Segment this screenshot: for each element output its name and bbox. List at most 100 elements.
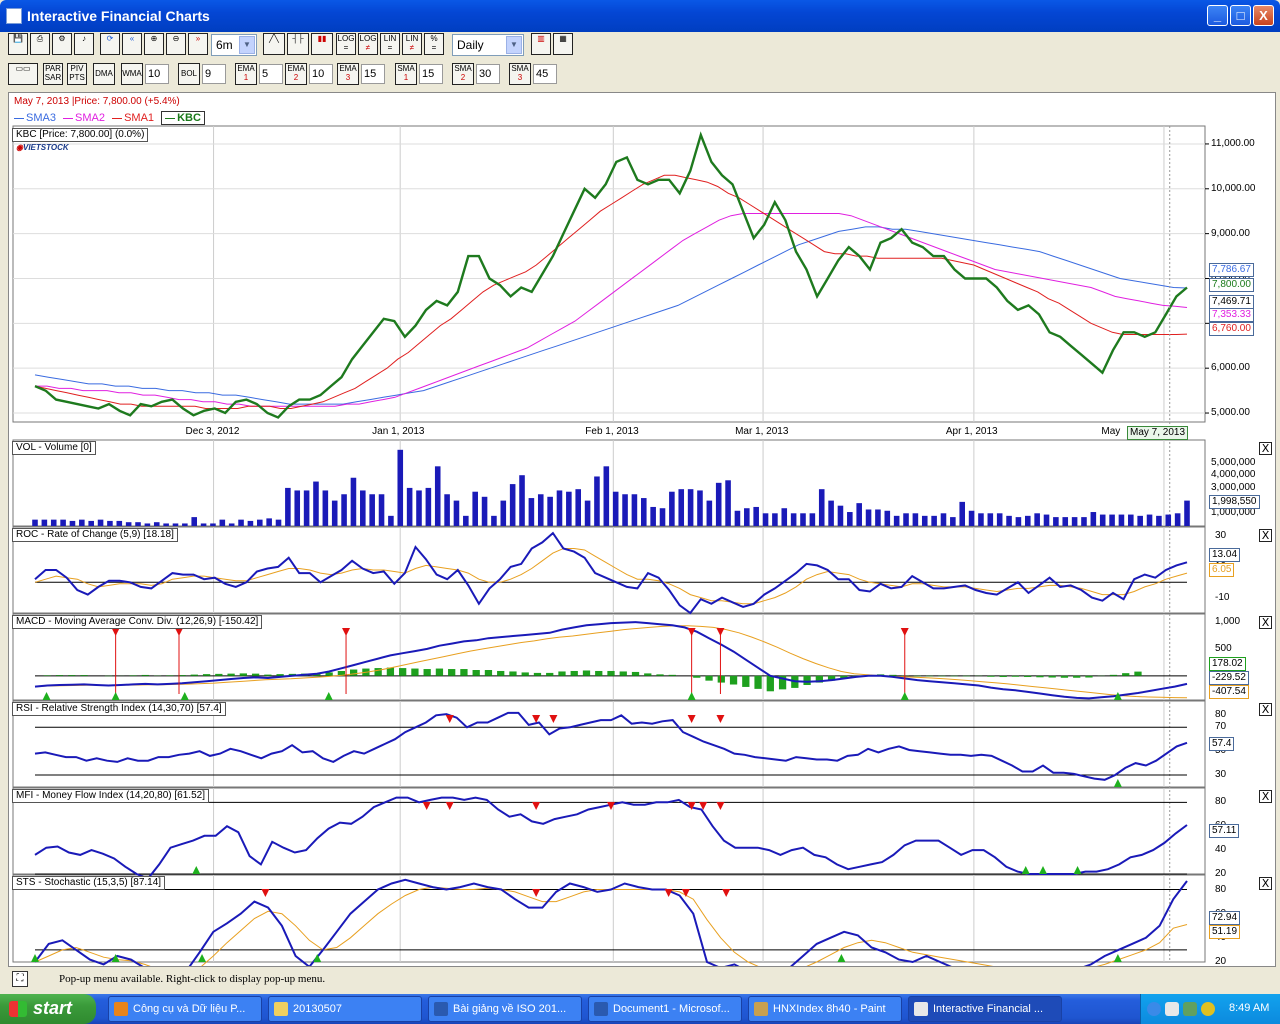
zoom-out-icon[interactable]: ⊖	[166, 33, 186, 55]
line-chart-icon[interactable]: ╱╲	[263, 33, 285, 55]
bol-button[interactable]: BOL	[178, 63, 200, 85]
task-word-iso[interactable]: Bài giảng về ISO 201...	[428, 996, 582, 1022]
volume-bar	[706, 500, 713, 526]
panel-close-icon[interactable]: X	[1259, 703, 1272, 716]
sma2-button[interactable]: SMA 2	[452, 63, 474, 85]
interval-value: Daily	[457, 38, 484, 52]
wma-period-input[interactable]: 10	[145, 64, 169, 84]
macd-histogram-bar	[264, 674, 272, 676]
chart-canvas[interactable]	[9, 93, 1275, 966]
macd-histogram-bar	[1048, 675, 1056, 678]
title-bar[interactable]: Interactive Financial Charts _ □ X	[0, 0, 1280, 32]
wma-button[interactable]: WMA	[121, 63, 143, 85]
macd-histogram-bar	[1036, 675, 1044, 678]
forward-icon[interactable]: »	[188, 33, 208, 55]
panel-close-icon[interactable]: X	[1259, 616, 1272, 629]
dma-button[interactable]: DMA	[93, 63, 115, 85]
lin-notequal-button[interactable]: LIN ≠	[402, 33, 422, 55]
volume-bar	[669, 491, 675, 526]
chevron-down-icon[interactable]: ▼	[506, 36, 522, 54]
sma3-button[interactable]: SMA 3	[509, 63, 531, 85]
back-icon[interactable]: «	[122, 33, 142, 55]
bol-period-input[interactable]: 9	[202, 64, 226, 84]
refresh-icon[interactable]: ⟳	[100, 33, 120, 55]
color-palette-icon[interactable]: ▦	[553, 33, 573, 55]
task-word-doc[interactable]: Document1 - Microsof...	[588, 996, 742, 1022]
chart-area[interactable]: May 7, 2013 |Price: 7,800.00 (+5.4%) SMA…	[8, 92, 1276, 967]
maximize-button[interactable]: □	[1230, 5, 1251, 26]
chart-type-icon[interactable]: ▭▭	[8, 63, 38, 85]
messenger-icon[interactable]	[1201, 1002, 1215, 1016]
ema1-period-input[interactable]: 5	[259, 64, 283, 84]
piv-pts-button[interactable]: PIV PTS	[67, 63, 87, 85]
volume-bar	[97, 519, 104, 526]
legend-item-sma1: SMA1	[112, 112, 154, 124]
volume-bar	[893, 515, 900, 526]
volume-bar	[266, 518, 272, 526]
volume-bar	[472, 491, 478, 526]
panel-close-icon[interactable]: X	[1259, 877, 1272, 890]
paint-icon	[754, 1002, 768, 1016]
task-paint[interactable]: HNXIndex 8h40 - Paint	[748, 996, 902, 1022]
settings-icon[interactable]: ⚙	[52, 33, 72, 55]
panel-close-icon[interactable]: X	[1259, 529, 1272, 542]
fit-window-icon[interactable]: ⛶	[12, 971, 28, 987]
interval-select[interactable]: Daily ▼	[452, 34, 524, 56]
macd-histogram-bar	[1122, 673, 1130, 676]
percent-button[interactable]: % =	[424, 33, 444, 55]
macd-histogram-bar	[80, 675, 88, 676]
start-button[interactable]: start	[0, 994, 96, 1024]
par-sar-button[interactable]: PAR SAR	[43, 63, 63, 85]
macd-histogram-bar	[399, 668, 407, 676]
macd-histogram-bar	[1073, 675, 1081, 678]
volume-bar	[256, 519, 263, 526]
tray-arrow-icon[interactable]	[1147, 1002, 1161, 1016]
ohlc-chart-icon[interactable]: ┤├	[287, 33, 309, 55]
volume-bar	[125, 522, 132, 526]
mfi-y-tick-label: 40	[1215, 844, 1227, 856]
chevron-down-icon[interactable]: ▼	[239, 36, 255, 54]
volume-bar	[322, 490, 329, 526]
ema2-button[interactable]: EMA 2	[285, 63, 307, 85]
ema1-button[interactable]: EMA 1	[235, 63, 257, 85]
status-bar: ⛶ Pop-up menu available. Right-click to …	[8, 968, 1276, 990]
print-icon[interactable]: ⎙	[30, 33, 50, 55]
close-button[interactable]: X	[1253, 5, 1274, 26]
period-select[interactable]: 6m ▼	[211, 34, 257, 56]
bar-layout-icon[interactable]: ▥	[531, 33, 551, 55]
minimize-button[interactable]: _	[1207, 5, 1228, 26]
oversold-signal-icon	[192, 866, 201, 874]
lin-equal-button[interactable]: LIN =	[380, 33, 400, 55]
log-notequal-button[interactable]: LOG ≠	[358, 33, 378, 55]
volume-bar	[182, 523, 188, 526]
ema3-period-input[interactable]: 15	[361, 64, 385, 84]
network-icon[interactable]	[1165, 1002, 1179, 1016]
macd-histogram-bar	[742, 675, 750, 687]
macd-histogram-bar	[1060, 675, 1069, 678]
macd-value-label: -229.52	[1209, 671, 1249, 685]
task-firefox[interactable]: Công cụ và Dữ liệu P...	[108, 996, 262, 1022]
macd-histogram-bar	[276, 674, 284, 676]
panel-close-icon[interactable]: X	[1259, 442, 1272, 455]
ema3-button[interactable]: EMA 3	[337, 63, 359, 85]
ema2-period-input[interactable]: 10	[309, 64, 333, 84]
zoom-in-icon[interactable]: ⊕	[144, 33, 164, 55]
save-icon[interactable]: 💾	[8, 33, 28, 55]
sma2-period-input[interactable]: 30	[476, 64, 500, 84]
oversold-signal-icon	[1073, 866, 1082, 874]
sound-icon[interactable]: ♪	[74, 33, 94, 55]
panel-close-icon[interactable]: X	[1259, 790, 1272, 803]
candle-chart-icon[interactable]: ▮▮	[311, 33, 333, 55]
volume-bar	[1184, 500, 1190, 526]
task-folder[interactable]: 20130507	[268, 996, 422, 1022]
security-icon[interactable]	[1183, 1002, 1197, 1016]
macd-histogram-bar	[1085, 675, 1093, 678]
volume-bar	[556, 490, 563, 526]
sma3-period-input[interactable]: 45	[533, 64, 557, 84]
buy-signal-icon	[111, 692, 120, 700]
sma1-button[interactable]: SMA 1	[395, 63, 417, 85]
task-interactive-charts[interactable]: Interactive Financial ...	[908, 996, 1062, 1022]
panel-label-mfi: MFI - Money Flow Index (14,20,80) [61.52…	[12, 789, 209, 803]
log-equal-button[interactable]: LOG =	[336, 33, 356, 55]
sma1-period-input[interactable]: 15	[419, 64, 443, 84]
